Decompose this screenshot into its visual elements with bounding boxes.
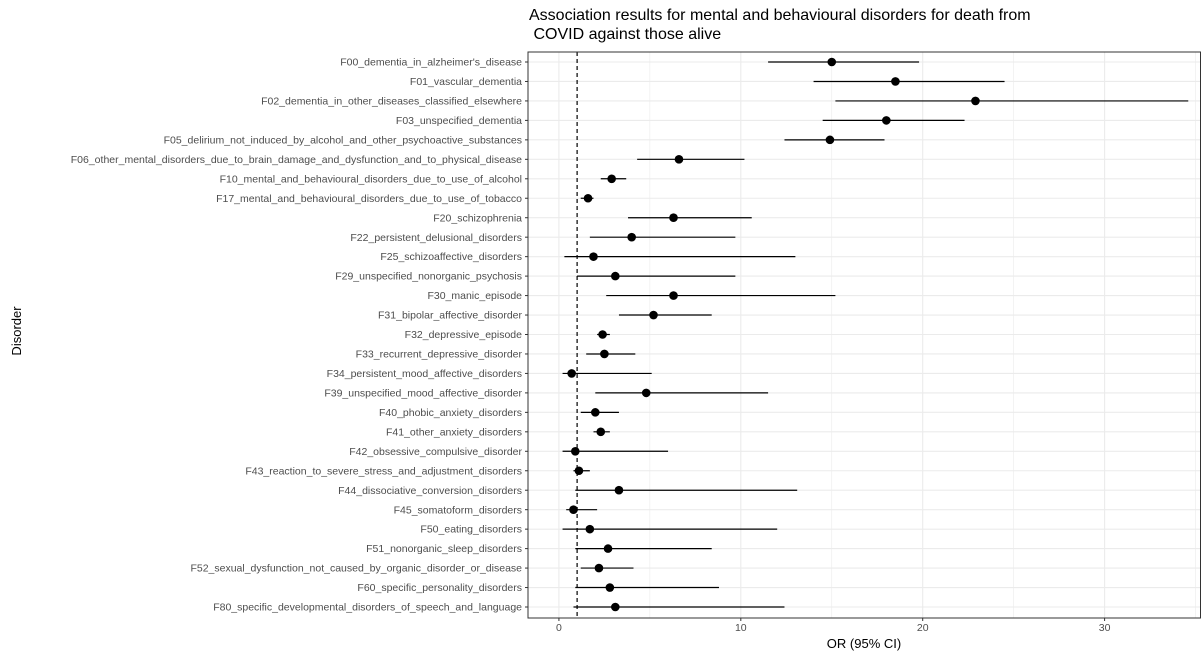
- confidence-interval-layer: [562, 61, 1189, 608]
- point-estimate: [674, 155, 684, 164]
- y-tick-label: F00_dementia_in_alzheimer's_disease: [340, 57, 522, 69]
- point-estimate: [614, 485, 624, 495]
- point-estimate: [574, 466, 584, 476]
- point-estimate: [827, 57, 837, 67]
- y-tick-label: F20_schizophrenia: [433, 212, 522, 224]
- y-tick-label: F42_obsessive_compulsive_disorder: [349, 446, 522, 458]
- point-estimate: [641, 388, 651, 398]
- chart-title-line-2: COVID against those alive: [529, 26, 721, 43]
- y-tick-label: F80_specific_developmental_disorders_of_…: [213, 602, 522, 614]
- y-axis-title: Disorder: [9, 306, 24, 356]
- point-estimate: [607, 174, 616, 184]
- y-tick-label: F06_other_mental_disorders_due_to_brain_…: [71, 154, 522, 166]
- y-tick-label: F51_nonorganic_sleep_disorders: [366, 543, 522, 555]
- point-estimate: [600, 349, 609, 359]
- x-tick-layer: 0 10 20 30: [556, 618, 1111, 634]
- point-estimate: [585, 524, 595, 534]
- y-tick-label: F41_other_anxiety_disorders: [386, 426, 522, 438]
- x-tick-label: 10: [735, 622, 747, 634]
- x-tick-label: 30: [1099, 622, 1111, 634]
- y-tick-label: F25_schizoaffective_disorders: [380, 251, 522, 263]
- y-tick-label: F22_persistent_delusional_disorders: [350, 232, 522, 244]
- point-estimate: [594, 563, 604, 573]
- x-tick-label: 0: [556, 622, 562, 634]
- y-tick-label: F10_mental_and_behavioural_disorders_due…: [220, 173, 522, 185]
- point-estimate: [669, 213, 678, 223]
- y-tick-label: F45_somatoform_disorders: [394, 504, 522, 516]
- point-estimate: [589, 252, 598, 261]
- point-estimate-layer: [567, 57, 980, 612]
- point-estimate: [971, 96, 980, 106]
- y-tick-label: F05_delirium_not_induced_by_alcohol_and_…: [164, 134, 522, 146]
- y-tick-label: F02_dementia_in_other_diseases_classifie…: [261, 96, 522, 108]
- y-tick-label: F29_unspecified_nonorganic_psychosis: [335, 271, 522, 283]
- point-estimate: [611, 602, 620, 612]
- point-estimate: [567, 369, 576, 378]
- point-estimate: [570, 446, 580, 456]
- y-tick-label: F34_persistent_mood_affective_disorders: [327, 368, 522, 380]
- point-estimate: [605, 583, 615, 592]
- point-estimate: [598, 330, 607, 339]
- point-estimate: [649, 310, 658, 320]
- y-tick-label: F52_sexual_dysfunction_not_caused_by_org…: [190, 563, 522, 575]
- point-estimate: [591, 408, 600, 417]
- y-tick-label: F01_vascular_dementia: [410, 76, 522, 88]
- point-estimate: [603, 544, 613, 553]
- y-tick-label: F40_phobic_anxiety_disorders: [379, 407, 522, 419]
- x-tick-label: 20: [917, 622, 929, 634]
- y-tick-label: F60_specific_personality_disorders: [357, 582, 522, 594]
- y-tick-label: F32_depressive_episode: [405, 329, 522, 341]
- chart-title-line-1: Association results for mental and behav…: [529, 7, 1031, 24]
- point-estimate: [669, 291, 678, 300]
- y-tick-label: F39_unspecified_mood_affective_disorder: [324, 387, 522, 399]
- point-estimate: [611, 271, 620, 281]
- point-estimate: [825, 135, 835, 145]
- y-tick-label: F30_manic_episode: [427, 290, 522, 302]
- point-estimate: [882, 116, 891, 125]
- y-tick-label: F33_recurrent_depressive_disorder: [356, 349, 523, 361]
- y-tick-label: F03_unspecified_dementia: [396, 115, 522, 127]
- y-tick-label: F31_bipolar_affective_disorder: [378, 310, 522, 322]
- point-estimate: [596, 427, 606, 437]
- y-tick-label: F17_mental_and_behavioural_disorders_due…: [216, 193, 522, 205]
- y-tick-label: F50_eating_disorders: [420, 524, 522, 536]
- y-tick-label: F43_reaction_to_severe_stress_and_adjust…: [245, 465, 522, 477]
- x-axis-title: OR (95% CI): [827, 636, 901, 651]
- point-estimate: [891, 77, 900, 86]
- point-estimate: [583, 193, 593, 203]
- y-tick-layer: F00_dementia_in_alzheimer's_disease F01_v…: [71, 57, 528, 614]
- y-tick-label: F44_dissociative_conversion_disorders: [338, 485, 522, 497]
- point-estimate: [627, 232, 636, 242]
- point-estimate: [569, 505, 578, 514]
